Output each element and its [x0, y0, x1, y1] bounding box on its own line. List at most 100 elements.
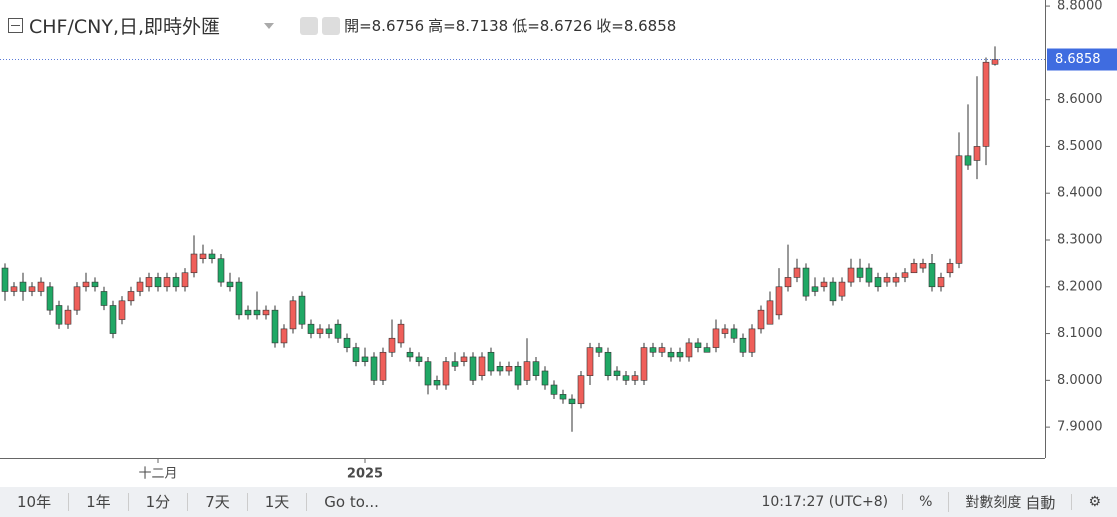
candle-body: [901, 272, 909, 278]
candle-body: [28, 286, 36, 292]
candle-body: [235, 281, 243, 316]
gear-button[interactable]: ⚙: [1071, 494, 1117, 510]
candle-body: [739, 337, 747, 353]
candle-body: [937, 277, 945, 288]
candle-body: [595, 347, 603, 353]
candle-body: [109, 305, 117, 334]
candle-body: [388, 337, 396, 353]
candle-body: [577, 375, 585, 405]
candle-body: [37, 281, 45, 292]
candle-body: [811, 286, 819, 292]
candle-body: [694, 342, 702, 348]
candle-body: [415, 356, 423, 362]
candle-body: [343, 337, 351, 348]
candle-body: [829, 281, 837, 302]
ohlc-label: 低=8.6726: [512, 17, 593, 35]
candle-body: [532, 361, 540, 376]
range-button[interactable]: 1天: [248, 493, 308, 511]
range-button[interactable]: 7天: [188, 493, 248, 511]
candle-body: [649, 347, 657, 353]
candle-body: [226, 281, 234, 288]
candle-body: [199, 253, 207, 260]
y-tick-label: 8.5000: [1057, 139, 1103, 154]
settings-icon[interactable]: [322, 16, 341, 35]
symbol: CHF/CNY,日,即時外匯: [29, 16, 221, 38]
candle-body: [118, 300, 126, 320]
candle-body: [1, 267, 9, 292]
candle-body: [127, 291, 135, 302]
candle-body: [298, 295, 306, 325]
candle-body: [271, 309, 279, 344]
ohlc-label: 高=8.7138: [428, 17, 509, 35]
candle-body: [289, 300, 297, 330]
range-button[interactable]: 1年: [69, 493, 129, 511]
candle-body: [46, 286, 54, 311]
candle-body: [244, 309, 252, 316]
candle-body: [361, 356, 369, 362]
dropdown[interactable]: [264, 22, 275, 29]
candle-body: [406, 351, 414, 358]
ohlc-label: 開=8.6756: [344, 17, 425, 35]
log-button[interactable]: 對數刻度: [948, 492, 1025, 512]
candle-body: [64, 309, 72, 325]
candle-body: [838, 281, 846, 297]
x-tick-label: 十二月: [138, 467, 177, 482]
candle-body: [181, 272, 189, 288]
candle-body: [460, 356, 468, 362]
candle-body: [946, 263, 954, 274]
candle-body: [631, 375, 639, 381]
auto-button[interactable]: 自動: [1025, 493, 1056, 512]
header: CHF/CNY,日,即時外匯 開=8.6756 高=8.7138 低=8.6726 收…: [8, 12, 680, 39]
candle-body: [433, 380, 441, 386]
candle-body: [190, 253, 198, 274]
candle-body: [487, 351, 495, 372]
candle-body: [442, 361, 450, 386]
candle-body: [847, 267, 855, 283]
candle-body: [91, 281, 99, 288]
percent-button[interactable]: %: [902, 494, 948, 510]
range-button[interactable]: 10年: [0, 493, 70, 511]
candle-body: [10, 286, 18, 292]
candle-body: [748, 328, 756, 353]
candle-body: [559, 394, 567, 400]
candle-body: [163, 277, 171, 288]
range-button[interactable]: 1分: [129, 493, 189, 511]
eye-icon[interactable]: [300, 16, 319, 35]
candle-body: [784, 277, 792, 288]
goto-button[interactable]: Go to...: [324, 493, 379, 511]
candle-body: [325, 328, 333, 334]
candle-body: [730, 328, 738, 339]
candle-body: [370, 356, 378, 381]
candle-body: [964, 155, 972, 166]
candle-body: [910, 263, 918, 274]
candle-body: [262, 309, 270, 316]
candle-body: [712, 328, 720, 348]
candle-body: [955, 155, 963, 264]
candle-body: [307, 323, 315, 334]
collapse-icon[interactable]: [8, 18, 23, 33]
candle-body: [136, 281, 144, 292]
candle-body: [316, 328, 324, 334]
y-tick-label: 8.4000: [1057, 186, 1103, 201]
candle-body: [469, 356, 477, 381]
candle-body: [586, 347, 594, 376]
candle-body: [253, 309, 261, 316]
candle-body: [82, 281, 90, 288]
candle-body: [478, 356, 486, 376]
candle-body: [451, 361, 459, 367]
candle-body: [55, 305, 63, 325]
last-price-label: 8.6858: [1055, 52, 1101, 67]
icons: [264, 16, 341, 35]
y-tick-label: 8.3000: [1057, 232, 1103, 247]
candle-body: [496, 366, 504, 372]
ohlc-label: 收=8.6858: [596, 17, 677, 35]
candle-body: [172, 277, 180, 288]
candle-body: [208, 253, 216, 260]
candle-body: [973, 146, 981, 161]
candle-body: [919, 263, 927, 269]
chart: 7.9000 8.0000 8.1000 8.2000 8.3000 8.4000 8.50…: [0, 0, 1117, 482]
candle-body: [883, 277, 891, 283]
candle-body: [928, 263, 936, 288]
ohlc-legend: 開=8.6756 高=8.7138 低=8.6726 收=8.6858: [344, 15, 680, 36]
